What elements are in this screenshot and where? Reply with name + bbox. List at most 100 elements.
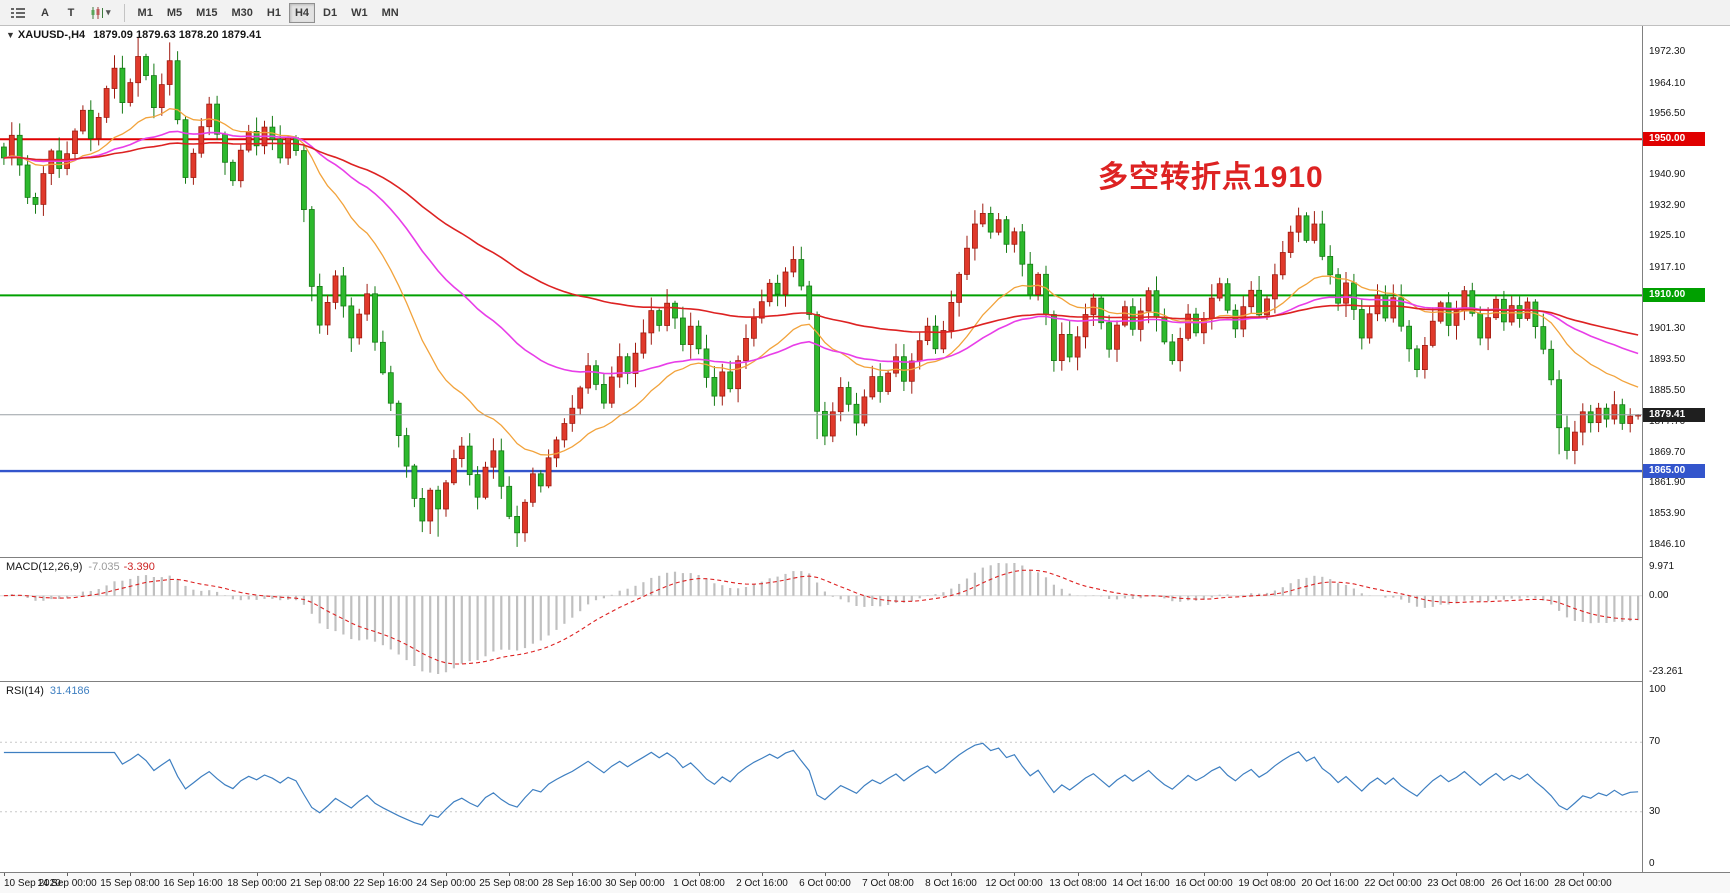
scale-label: 100 <box>1649 684 1666 695</box>
panel-separator[interactable] <box>0 557 1730 558</box>
scale-label: -23.261 <box>1649 666 1683 677</box>
time-tick <box>1330 873 1331 876</box>
time-label: 7 Oct 08:00 <box>862 878 914 889</box>
timeframe-button-M30[interactable]: M30 <box>226 3 259 23</box>
rsi-indicator-name: RSI(14) <box>6 685 44 697</box>
rsi-chart-canvas[interactable] <box>0 682 1642 872</box>
scale-label: 1853.90 <box>1649 508 1686 520</box>
time-tick <box>4 873 5 876</box>
time-tick <box>509 873 510 876</box>
time-label: 10 Sep 2020 <box>4 878 61 889</box>
time-tick <box>699 873 700 876</box>
time-tick <box>1456 873 1457 876</box>
timeframe-button-MN[interactable]: MN <box>376 3 405 23</box>
macd-indicator-name: MACD(12,26,9) <box>6 561 83 573</box>
collapse-triangle-icon[interactable]: ▼ <box>6 30 15 40</box>
time-tick <box>888 873 889 876</box>
timeframe-button-H1[interactable]: H1 <box>261 3 287 23</box>
macd-header: MACD(12,26,9) -7.035 -3.390 <box>6 561 155 573</box>
time-tick <box>1141 873 1142 876</box>
time-scale[interactable]: 10 Sep 2020 14 Sep 00:00 15 Sep 08:00 16 Se… <box>0 872 1730 893</box>
scale-label: 9.971 <box>1649 561 1675 572</box>
time-label: 21 Sep 08:00 <box>290 878 350 889</box>
scale-label: 1964.10 <box>1649 78 1686 90</box>
time-tick <box>572 873 573 876</box>
price-chart-panel: ▼ XAUUSD-,H4 1879.09 1879.63 1878.20 1879.… <box>0 26 1642 557</box>
time-tick <box>257 873 258 876</box>
main-toolbar: A T ▾ M1 M5 M15 M30 H1 H4 D1 W1 MN <box>0 0 1730 26</box>
chart-type-button[interactable]: ▾ <box>85 3 117 23</box>
time-label: 6 Oct 00:00 <box>799 878 851 889</box>
timeframe-group: M1 M5 M15 M30 H1 H4 D1 W1 MN <box>132 2 405 23</box>
time-tick <box>67 873 68 876</box>
time-label: 16 Sep 16:00 <box>163 878 223 889</box>
candlestick-chart-canvas[interactable] <box>0 26 1642 557</box>
price-level-badge: 1865.00 <box>1643 464 1705 478</box>
scale-label: 1956.50 <box>1649 107 1686 119</box>
time-label: 12 Oct 00:00 <box>985 878 1043 889</box>
scale-label: 0.00 <box>1649 589 1669 601</box>
time-label: 30 Sep 00:00 <box>605 878 665 889</box>
scale-label: 70 <box>1649 736 1661 748</box>
time-tick <box>825 873 826 876</box>
scale-label: 1932.90 <box>1649 199 1686 211</box>
time-label: 28 Sep 16:00 <box>542 878 602 889</box>
time-label: 13 Oct 08:00 <box>1049 878 1107 889</box>
scale-label: 1917.10 <box>1649 261 1686 273</box>
scale-label: 1885.50 <box>1649 385 1686 397</box>
cursor-tool-button[interactable]: A <box>33 3 57 23</box>
price-scale[interactable]: 1972.301964.101956.501948.701940.901932.… <box>1642 26 1730 872</box>
time-label: 20 Oct 16:00 <box>1301 878 1359 889</box>
timeframe-button-D1[interactable]: D1 <box>317 3 343 23</box>
time-tick <box>1014 873 1015 876</box>
scale-label: 1972.30 <box>1649 46 1686 58</box>
time-tick <box>1583 873 1584 876</box>
scale-label: 0 <box>1649 858 1655 869</box>
macd-panel: MACD(12,26,9) -7.035 -3.390 <box>0 558 1642 681</box>
menu-icon[interactable] <box>5 3 31 23</box>
time-tick <box>1204 873 1205 876</box>
time-label: 22 Oct 00:00 <box>1364 878 1422 889</box>
symbol-timeframe-label: XAUUSD-,H4 <box>17 29 86 41</box>
time-tick <box>1393 873 1394 876</box>
scale-label: 1869.70 <box>1649 446 1686 458</box>
time-label: 24 Sep 00:00 <box>416 878 476 889</box>
macd-signal-value: -3.390 <box>123 561 155 573</box>
time-tick <box>130 873 131 876</box>
time-tick <box>762 873 763 876</box>
macd-main-value: -7.035 <box>88 561 120 573</box>
timeframe-button-M5[interactable]: M5 <box>161 3 188 23</box>
time-label: 23 Oct 08:00 <box>1427 878 1485 889</box>
scale-label: 1846.10 <box>1649 538 1686 550</box>
time-label: 25 Sep 08:00 <box>479 878 539 889</box>
macd-chart-canvas[interactable] <box>0 558 1642 681</box>
scale-label: 1940.90 <box>1649 168 1686 180</box>
timeframe-button-W1[interactable]: W1 <box>345 3 374 23</box>
time-label: 28 Oct 00:00 <box>1554 878 1612 889</box>
time-tick <box>1078 873 1079 876</box>
toolbar-separator <box>123 3 125 22</box>
scale-label: 1893.50 <box>1649 353 1686 365</box>
timeframe-button-M1[interactable]: M1 <box>132 3 159 23</box>
time-tick <box>446 873 447 876</box>
timeframe-button-M15[interactable]: M15 <box>190 3 223 23</box>
time-label: 22 Sep 16:00 <box>353 878 413 889</box>
price-level-badge: 1910.00 <box>1643 288 1705 302</box>
price-level-badge: 1950.00 <box>1643 132 1705 146</box>
time-tick <box>193 873 194 876</box>
time-tick <box>383 873 384 876</box>
scale-label: 1861.90 <box>1649 477 1686 489</box>
timeframe-button-H4[interactable]: H4 <box>288 2 316 23</box>
time-tick <box>1267 873 1268 876</box>
text-tool-button[interactable]: T <box>59 3 83 23</box>
time-label: 26 Oct 16:00 <box>1491 878 1549 889</box>
candlestick-chart-icon <box>91 6 104 19</box>
time-tick <box>635 873 636 876</box>
time-label: 15 Sep 08:00 <box>100 878 160 889</box>
scale-label: 1901.30 <box>1649 323 1686 335</box>
panel-separator[interactable] <box>0 681 1730 682</box>
price-level-badge: 1879.41 <box>1643 408 1705 422</box>
time-label: 8 Oct 16:00 <box>925 878 977 889</box>
chevron-down-icon: ▾ <box>106 7 111 17</box>
